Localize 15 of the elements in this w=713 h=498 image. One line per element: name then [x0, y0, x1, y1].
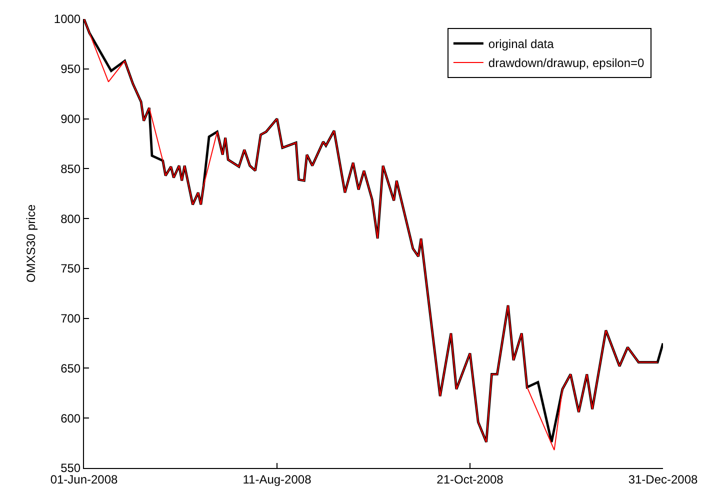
legend-label: original data: [488, 37, 554, 52]
y-tick-label: 700: [60, 312, 81, 326]
x-tick-label: 31-Dec-2008: [628, 472, 698, 486]
y-tick-label: 600: [60, 411, 81, 426]
x-tick-label: 21-Oct-2008: [436, 472, 504, 486]
legend-label: drawdown/drawup, epsilon=0: [488, 56, 645, 70]
y-tick-label: 900: [60, 112, 81, 126]
y-tick-label: 850: [60, 162, 81, 176]
y-tick-label: 650: [60, 361, 81, 376]
y-axis-title: OMXS30 price: [24, 204, 38, 283]
y-tick-label: 800: [60, 212, 81, 226]
y-tick-label: 950: [60, 62, 81, 76]
y-tick-label: 750: [60, 262, 81, 276]
x-tick-label: 11-Aug-2008: [242, 472, 312, 486]
y-tick-label: 1000: [54, 12, 81, 26]
